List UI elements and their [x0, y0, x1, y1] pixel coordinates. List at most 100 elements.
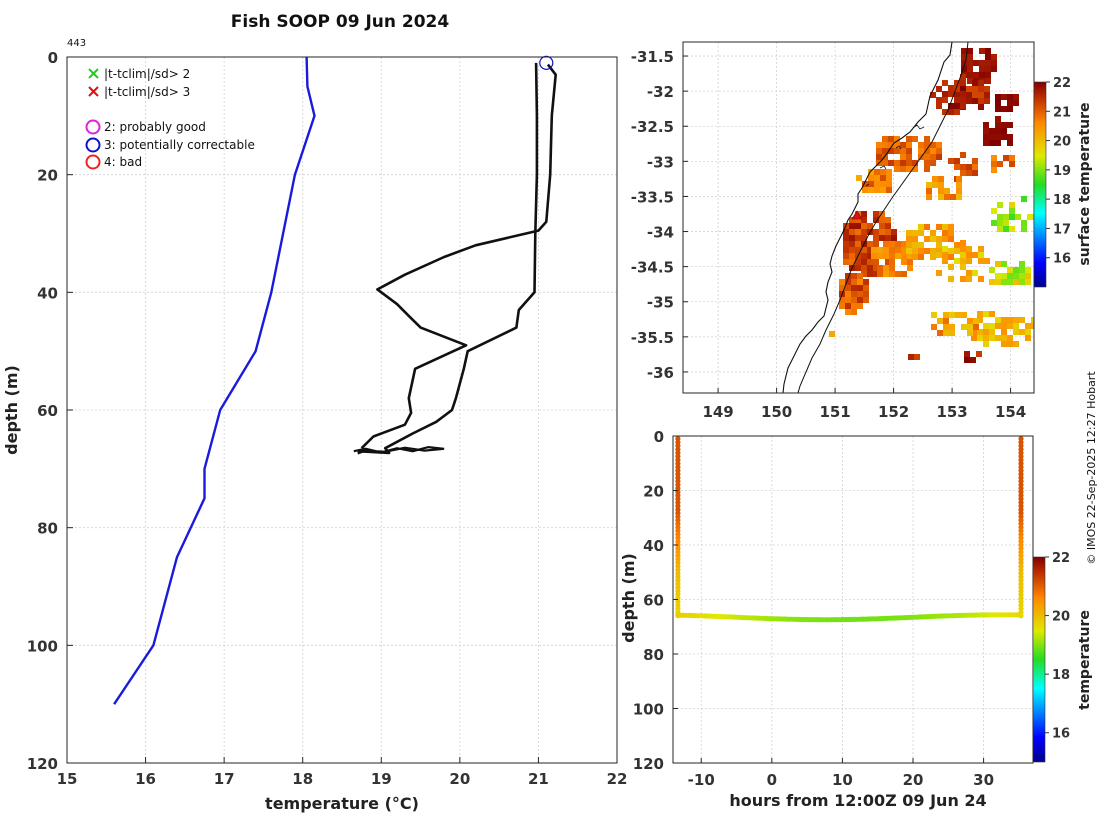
sst-cell	[972, 252, 978, 258]
sst-cell	[851, 279, 857, 285]
sst-cell	[886, 169, 892, 175]
sst-cell	[924, 148, 930, 154]
sst-cell	[966, 252, 972, 258]
sst-cell	[954, 97, 960, 103]
section-x-tick-label: -10	[688, 771, 715, 789]
map-ticks: 149 150 151 152 153 154 -31.5 -32 -32.5 -33 -33.5 -…	[631, 48, 1027, 421]
section-point	[675, 471, 681, 477]
red-x-marker-icon	[88, 86, 99, 97]
section-point	[1018, 460, 1024, 467]
sst-cell	[973, 318, 979, 324]
map-x-tick-label: 149	[702, 403, 733, 421]
sst-cell	[900, 154, 906, 160]
sst-map-panel: 149 150 151 152 153 154 -31.5 -32 -32.5 -33 -33.5 -…	[631, 41, 1093, 421]
profile-panel: 15 16 17 18 19 20 21 22 0 20 40 60 80 100 120 443 temp…	[2, 38, 627, 813]
sst-cell	[895, 253, 901, 259]
sst-cell	[901, 253, 907, 259]
sst-cell	[954, 248, 960, 254]
sst-cell	[889, 247, 895, 253]
sst-cell	[855, 217, 861, 223]
sst-cell	[1019, 279, 1025, 285]
section-point	[675, 602, 681, 608]
section-point	[1018, 521, 1024, 527]
profile-y-tick-label: 100	[27, 637, 58, 655]
sst-cell	[849, 247, 855, 253]
profile-plot-area	[67, 57, 617, 763]
sst-cell	[873, 217, 879, 223]
sst-cell	[977, 329, 983, 335]
sst-cell	[912, 166, 918, 172]
sst-cell	[1007, 122, 1013, 128]
sst-cell	[960, 74, 966, 80]
legend-label-sd2: |t-tclim|/sd> 2	[104, 67, 190, 81]
sst-cell	[874, 175, 880, 181]
sst-cell	[948, 236, 954, 242]
profile-y-tick-label: 60	[37, 402, 58, 420]
sst-cell	[956, 188, 962, 194]
sst-cell	[1007, 317, 1013, 323]
sst-cell	[991, 208, 997, 214]
map-colorbar-tick-label: 16	[1053, 252, 1071, 267]
sst-cell	[991, 220, 997, 226]
sst-cell	[1007, 273, 1013, 279]
sst-cell	[879, 223, 885, 229]
sst-cell	[845, 291, 851, 297]
sst-cell	[979, 60, 985, 66]
sst-cell	[1001, 341, 1007, 347]
sst-cell	[849, 235, 855, 241]
sst-cell	[960, 152, 966, 158]
legend-item-flag2: 2: probably good	[85, 119, 206, 135]
sst-cell	[967, 66, 973, 72]
sst-cell	[949, 324, 955, 330]
sst-cell	[829, 331, 835, 337]
sst-cell	[900, 142, 906, 148]
sst-cell	[1013, 323, 1019, 329]
sst-cell	[912, 254, 918, 260]
sst-cell	[861, 211, 867, 217]
sst-cell	[886, 187, 892, 193]
profile-series	[113, 55, 557, 705]
sst-cell	[985, 66, 991, 72]
sst-cell	[930, 160, 936, 166]
section-grid	[673, 435, 1033, 764]
sst-cell	[888, 136, 894, 142]
sst-cell	[983, 335, 989, 341]
sst-cell	[855, 223, 861, 229]
sst-cell	[900, 160, 906, 166]
section-point	[1018, 478, 1024, 484]
sst-cell	[936, 248, 942, 254]
sst-cell	[989, 267, 995, 273]
sst-cell	[961, 60, 967, 66]
sst-cell	[889, 265, 895, 271]
section-point	[675, 485, 681, 491]
section-point	[675, 535, 681, 541]
sst-cell	[948, 158, 954, 164]
sst-cell	[971, 335, 977, 341]
sst-cell	[960, 91, 966, 97]
sst-cell	[954, 242, 960, 248]
sst-cell	[938, 176, 944, 182]
sst-cell	[942, 246, 948, 252]
sst-cell	[931, 324, 937, 330]
map-x-tick-label: 152	[878, 403, 909, 421]
sst-cell	[924, 154, 930, 160]
sst-cell	[949, 312, 955, 318]
sst-cell	[936, 86, 942, 92]
sst-cell	[960, 97, 966, 103]
sst-cell	[989, 134, 995, 140]
sst-cell	[972, 80, 978, 86]
sst-cell	[948, 254, 954, 260]
sst-cell	[966, 98, 972, 104]
flag-circle-marker	[539, 55, 554, 70]
section-point	[1018, 528, 1024, 534]
sst-cell	[907, 265, 913, 271]
sst-cell	[912, 248, 918, 254]
series-profile	[357, 62, 539, 455]
sst-cell	[1025, 273, 1031, 279]
sst-cell	[954, 109, 960, 115]
sst-cell	[1013, 267, 1019, 273]
sst-cell	[1009, 161, 1015, 167]
sst-cell	[867, 241, 873, 247]
map-y-tick-label: -36	[647, 364, 674, 382]
sst-cell	[926, 188, 932, 194]
